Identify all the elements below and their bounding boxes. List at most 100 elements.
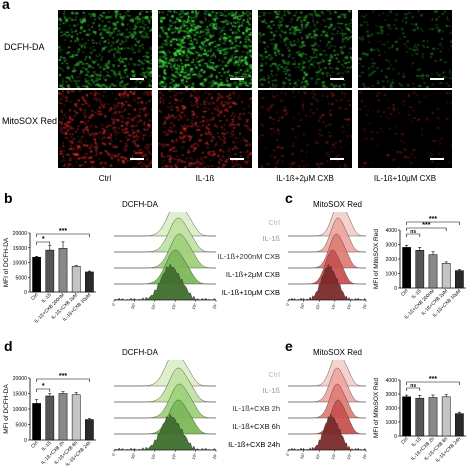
- y-tick-label: 1000: [385, 272, 397, 278]
- histogram-curve: [288, 212, 367, 237]
- micrograph-dcfh-il1b: [158, 10, 252, 88]
- x-tick-label: 10⁶: [191, 302, 198, 310]
- y-tick-label: 15000: [13, 246, 28, 252]
- y-tick-label: 1000: [385, 420, 397, 426]
- y-tick-label: 0: [24, 290, 27, 296]
- significance-bracket: [36, 233, 90, 237]
- column-label-cxb2: IL-1ß+2μM CXB: [276, 174, 334, 183]
- x-tick-label: 0: [284, 302, 290, 307]
- y-tick-label: 4000: [385, 228, 397, 234]
- significance-label: ns: [410, 383, 416, 389]
- micrograph-mitosox-ctrl: [58, 90, 152, 168]
- bar: [441, 263, 451, 289]
- histogram-curve: [114, 217, 217, 253]
- flow-title-b: DCFH-DA: [122, 200, 158, 209]
- x-tick-label: 10⁶: [191, 452, 198, 460]
- histogram-curve: [288, 367, 367, 403]
- scale-bar: [230, 158, 244, 160]
- significance-label: ***: [422, 222, 430, 229]
- y-axis-label: MFI of DCFH-DA: [3, 384, 10, 434]
- x-tick-label: 10⁷: [361, 302, 368, 310]
- panel-letter-d: d: [4, 338, 13, 354]
- x-tick-label: 10⁶: [346, 302, 353, 310]
- flow-histogram-e: 0 10³ 10⁴ 10⁵ 10⁶ 10⁷: [284, 360, 368, 460]
- x-tick-label: Ctrl: [400, 436, 410, 446]
- legend-d-2: IL-1ß+CXB 2h: [232, 404, 280, 413]
- y-tick-label: 5000: [15, 423, 27, 429]
- panel-letter-b: b: [4, 190, 13, 206]
- histogram-curve: [114, 367, 217, 403]
- bar: [58, 393, 68, 441]
- x-tick-label: 10⁵: [330, 302, 337, 310]
- bar-chart-c: 0 1000 2000 3000 4000 MFI of MitoSOX Red Ctrl I…: [373, 216, 466, 321]
- panel-letter-a: a: [2, 0, 10, 12]
- significance-label: *: [42, 236, 45, 243]
- x-tick-label: 10⁷: [211, 452, 218, 460]
- y-tick-label: 4000: [385, 378, 397, 384]
- y-tick-label: 15000: [13, 392, 28, 398]
- y-axis-label: MFI of MitoSOX Red: [373, 378, 380, 438]
- y-tick-label: 0: [24, 438, 27, 444]
- y-tick-label: 0: [394, 286, 397, 292]
- column-label-cxb10: IL-1ß+10μM CXB: [373, 174, 437, 183]
- significance-bracket: [36, 388, 51, 392]
- legend-b-3: IL-1ß+2μM CXB: [225, 270, 280, 279]
- x-tick-label: 10⁵: [170, 302, 177, 310]
- bar: [455, 270, 464, 289]
- x-tick-label: Ctrl: [30, 292, 40, 302]
- y-tick-label: 10000: [13, 407, 28, 413]
- x-tick-label: 0: [110, 302, 116, 307]
- column-label-ctrl: Ctrl: [98, 174, 112, 183]
- histogram-curve: [114, 360, 217, 387]
- panel-letter-e: e: [285, 338, 293, 354]
- significance-label: ***: [59, 373, 67, 380]
- x-tick-label: 10³: [299, 452, 306, 460]
- y-tick-label: 5000: [15, 275, 27, 281]
- x-tick-label: Ctrl: [400, 288, 410, 298]
- x-tick-label: 0: [110, 452, 116, 457]
- micrograph-mitosox-cxb10: [358, 90, 452, 168]
- bar: [441, 396, 451, 437]
- bar: [32, 256, 41, 293]
- x-tick-label: 10⁶: [346, 452, 353, 460]
- bar-chart-e: 0 1000 2000 3000 4000 MFI of MitoSOX Red Ctrl I…: [373, 376, 466, 464]
- bar: [45, 395, 55, 441]
- legend-b-4: IL-1ß+10μM CXB: [221, 288, 280, 297]
- bar: [428, 397, 438, 437]
- legend-d-4: IL-1ß+CXB 24h: [228, 440, 280, 449]
- column-label-il1b: IL-1ß: [195, 174, 215, 183]
- significance-bracket: [406, 227, 447, 231]
- x-tick-label: 10³: [130, 302, 137, 310]
- x-tick-label: IL-1ß: [411, 436, 423, 448]
- bar: [402, 396, 411, 437]
- histogram-curve: [287, 263, 367, 301]
- scale-bar: [230, 78, 244, 80]
- significance-bracket: [406, 381, 460, 385]
- x-tick-label: 10⁷: [361, 452, 368, 460]
- x-tick-label: 10⁷: [211, 302, 218, 310]
- significance-bracket: [406, 221, 460, 225]
- scale-bar: [430, 158, 444, 160]
- significance-bracket: [406, 233, 421, 237]
- x-tick-label: 10³: [130, 452, 137, 460]
- histogram-curve: [114, 249, 217, 285]
- x-tick-label: 10⁵: [170, 452, 177, 460]
- legend-d-1: IL-1ß: [262, 386, 280, 395]
- scale-bar: [330, 158, 344, 160]
- significance-bracket: [36, 241, 51, 245]
- y-tick-label: 3000: [385, 392, 397, 398]
- histogram-curve: [288, 233, 367, 269]
- x-tick-label: IL-1ß: [411, 288, 423, 300]
- bar: [428, 254, 438, 289]
- histogram-curve: [288, 217, 367, 253]
- legend-b: Ctrl IL-1ß IL-1ß+200nM CXB IL-1ß+2μM CXB…: [180, 218, 280, 308]
- bar: [415, 397, 425, 437]
- significance-label: ***: [429, 216, 437, 223]
- y-tick-label: 2000: [385, 406, 397, 412]
- flow-title-d: DCFH-DA: [122, 348, 158, 357]
- legend-b-1: IL-1ß: [262, 234, 280, 243]
- x-tick-label: Ctrl: [30, 440, 40, 450]
- flow-histogram-b: 0 10³ 10⁴ 10⁵ 10⁶ 10⁷: [110, 212, 218, 310]
